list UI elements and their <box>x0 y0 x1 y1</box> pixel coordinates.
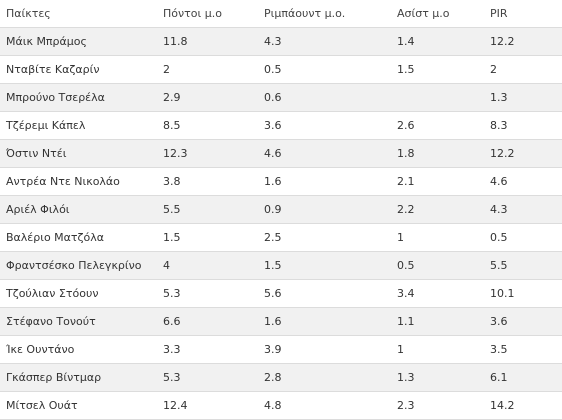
header-assists-avg: Ασίστ μ.ο <box>391 0 484 28</box>
table-row: Αντρέα Ντε Νικολάο 3.8 1.6 2.1 4.6 <box>0 167 562 196</box>
rebounds-cell: 5.6 <box>258 279 391 308</box>
assists-cell: 1.8 <box>391 139 484 168</box>
points-cell: 1.5 <box>157 223 258 252</box>
header-pir: PIR <box>484 0 562 28</box>
points-cell: 5.5 <box>157 195 258 224</box>
rebounds-cell: 0.5 <box>258 55 391 84</box>
points-cell: 11.8 <box>157 27 258 56</box>
player-name-cell: Βαλέριο Ματζόλα <box>0 223 157 252</box>
pir-cell: 8.3 <box>484 111 562 140</box>
assists-cell <box>391 83 484 112</box>
assists-cell: 2.2 <box>391 195 484 224</box>
player-name-cell: Αριέλ Φιλόι <box>0 195 157 224</box>
pir-cell: 4.6 <box>484 167 562 196</box>
header-players: Παίκτες <box>0 0 157 28</box>
rebounds-cell: 4.8 <box>258 391 391 420</box>
pir-cell: 12.2 <box>484 27 562 56</box>
table-row: Γκάσπερ Βίντμαρ 5.3 2.8 1.3 6.1 <box>0 363 562 392</box>
points-cell: 3.3 <box>157 335 258 364</box>
points-cell: 8.5 <box>157 111 258 140</box>
table-row: Βαλέριο Ματζόλα 1.5 2.5 1 0.5 <box>0 223 562 252</box>
player-name-cell: Μπρούνο Τσερέλα <box>0 83 157 112</box>
player-name-cell: Τζέρεμι Κάπελ <box>0 111 157 140</box>
assists-cell: 2.3 <box>391 391 484 420</box>
assists-cell: 1.5 <box>391 55 484 84</box>
header-points-avg: Πόντοι μ.ο <box>157 0 258 28</box>
points-cell: 5.3 <box>157 363 258 392</box>
player-name-cell: Αντρέα Ντε Νικολάο <box>0 167 157 196</box>
assists-cell: 2.6 <box>391 111 484 140</box>
rebounds-cell: 2.5 <box>258 223 391 252</box>
player-name-cell: Φραντσέσκο Πελεγκρίνο <box>0 251 157 280</box>
points-cell: 5.3 <box>157 279 258 308</box>
table-row: Μπρούνο Τσερέλα 2.9 0.6 1.3 <box>0 83 562 112</box>
pir-cell: 12.2 <box>484 139 562 168</box>
pir-cell: 3.6 <box>484 307 562 336</box>
points-cell: 2.9 <box>157 83 258 112</box>
points-cell: 2 <box>157 55 258 84</box>
rebounds-cell: 4.6 <box>258 139 391 168</box>
table-row: Μάικ Μπράμος 11.8 4.3 1.4 12.2 <box>0 27 562 56</box>
assists-cell: 1.4 <box>391 27 484 56</box>
rebounds-cell: 0.6 <box>258 83 391 112</box>
pir-cell: 3.5 <box>484 335 562 364</box>
player-name-cell: Ίκε Ουντάνο <box>0 335 157 364</box>
assists-cell: 1.1 <box>391 307 484 336</box>
rebounds-cell: 1.5 <box>258 251 391 280</box>
table-row: Τζούλιαν Στόουν 5.3 5.6 3.4 10.1 <box>0 279 562 308</box>
table-row: Αριέλ Φιλόι 5.5 0.9 2.2 4.3 <box>0 195 562 224</box>
header-row: Παίκτες Πόντοι μ.ο Ριμπάουντ μ.ο. Ασίστ … <box>0 0 562 28</box>
table-body: Μάικ Μπράμος 11.8 4.3 1.4 12.2 Νταβίτε Καζαρί… <box>0 27 562 420</box>
table-row: Τζέρεμι Κάπελ 8.5 3.6 2.6 8.3 <box>0 111 562 140</box>
rebounds-cell: 1.6 <box>258 307 391 336</box>
points-cell: 4 <box>157 251 258 280</box>
pir-cell: 14.2 <box>484 391 562 420</box>
points-cell: 6.6 <box>157 307 258 336</box>
assists-cell: 1 <box>391 223 484 252</box>
assists-cell: 1 <box>391 335 484 364</box>
player-name-cell: Στέφανο Τονούτ <box>0 307 157 336</box>
points-cell: 12.3 <box>157 139 258 168</box>
table-header: Παίκτες Πόντοι μ.ο Ριμπάουντ μ.ο. Ασίστ … <box>0 0 562 28</box>
table-row: Στέφανο Τονούτ 6.6 1.6 1.1 3.6 <box>0 307 562 336</box>
player-name-cell: Όστιν Ντέι <box>0 139 157 168</box>
rebounds-cell: 2.8 <box>258 363 391 392</box>
pir-cell: 0.5 <box>484 223 562 252</box>
player-name-cell: Μίτσελ Ουάτ <box>0 391 157 420</box>
table-row: Νταβίτε Καζαρίν 2 0.5 1.5 2 <box>0 55 562 84</box>
player-name-cell: Τζούλιαν Στόουν <box>0 279 157 308</box>
player-name-cell: Γκάσπερ Βίντμαρ <box>0 363 157 392</box>
table-row: Ίκε Ουντάνο 3.3 3.9 1 3.5 <box>0 335 562 364</box>
table-row: Μίτσελ Ουάτ 12.4 4.8 2.3 14.2 <box>0 391 562 420</box>
rebounds-cell: 3.9 <box>258 335 391 364</box>
rebounds-cell: 1.6 <box>258 167 391 196</box>
pir-cell: 2 <box>484 55 562 84</box>
pir-cell: 10.1 <box>484 279 562 308</box>
points-cell: 3.8 <box>157 167 258 196</box>
pir-cell: 6.1 <box>484 363 562 392</box>
table-row: Όστιν Ντέι 12.3 4.6 1.8 12.2 <box>0 139 562 168</box>
pir-cell: 5.5 <box>484 251 562 280</box>
assists-cell: 1.3 <box>391 363 484 392</box>
player-name-cell: Μάικ Μπράμος <box>0 27 157 56</box>
points-cell: 12.4 <box>157 391 258 420</box>
rebounds-cell: 4.3 <box>258 27 391 56</box>
header-rebounds-avg: Ριμπάουντ μ.ο. <box>258 0 391 28</box>
assists-cell: 0.5 <box>391 251 484 280</box>
table-row: Φραντσέσκο Πελεγκρίνο 4 1.5 0.5 5.5 <box>0 251 562 280</box>
pir-cell: 1.3 <box>484 83 562 112</box>
rebounds-cell: 3.6 <box>258 111 391 140</box>
pir-cell: 4.3 <box>484 195 562 224</box>
rebounds-cell: 0.9 <box>258 195 391 224</box>
assists-cell: 2.1 <box>391 167 484 196</box>
player-name-cell: Νταβίτε Καζαρίν <box>0 55 157 84</box>
assists-cell: 3.4 <box>391 279 484 308</box>
